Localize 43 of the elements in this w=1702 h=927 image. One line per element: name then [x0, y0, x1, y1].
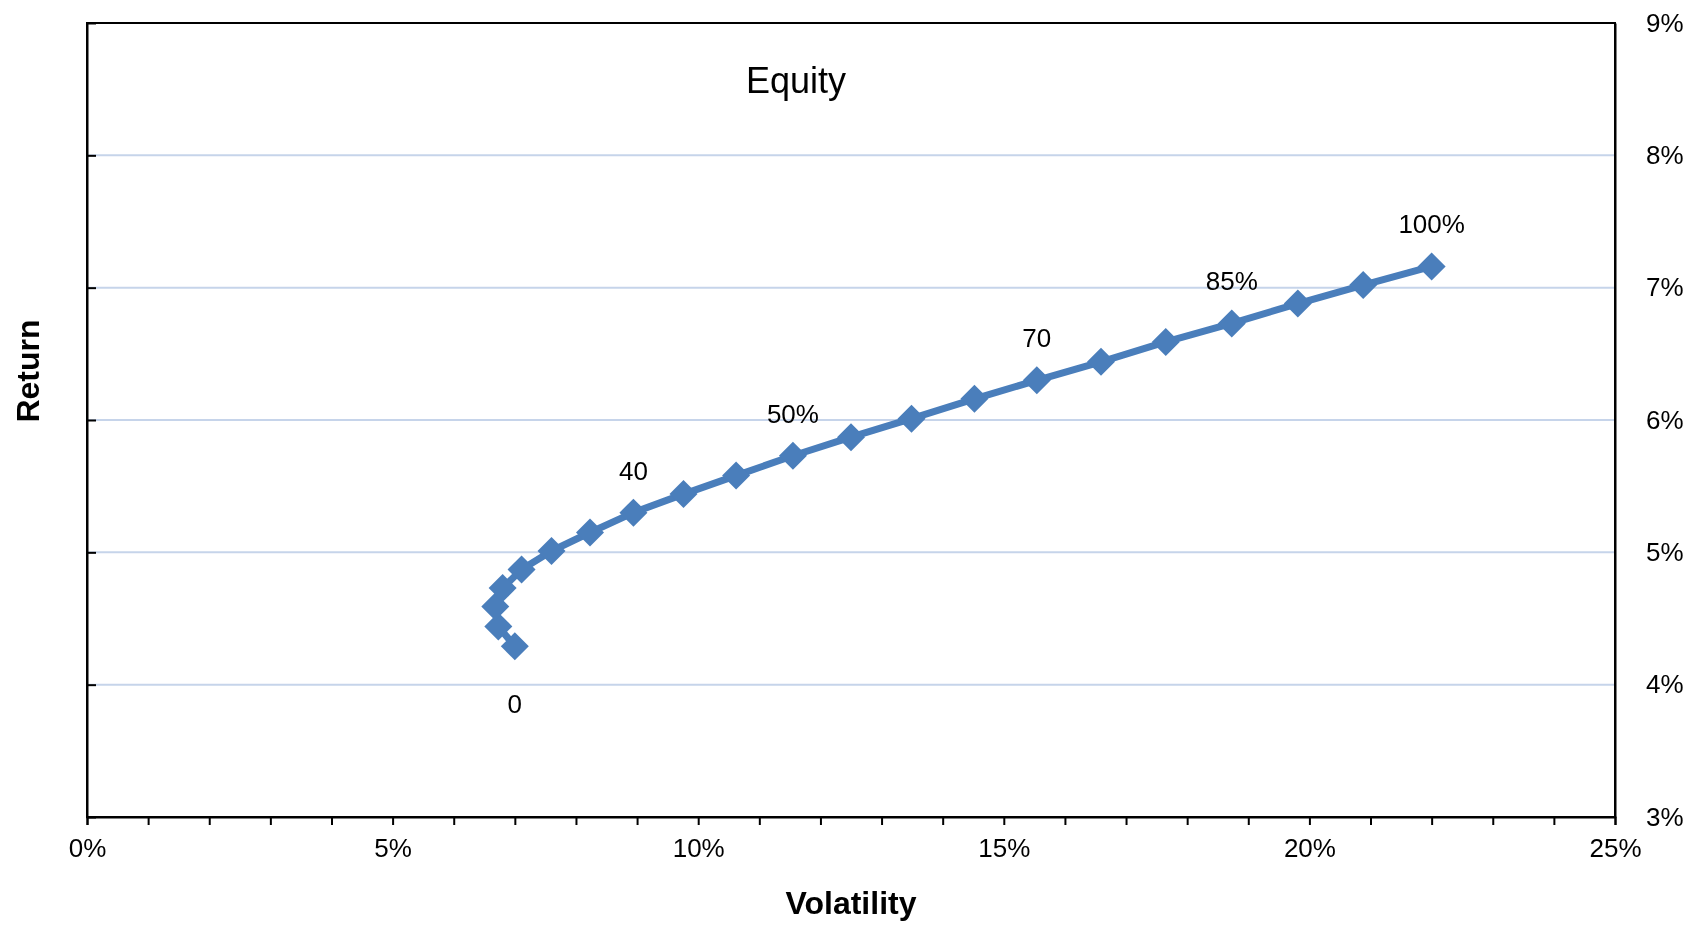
point [1022, 366, 1051, 395]
annotation: 70 [1022, 323, 1052, 354]
y-axis-title: Return [10, 319, 46, 423]
point [500, 632, 529, 661]
y-tick-label: 4% [1646, 669, 1684, 700]
point [1283, 289, 1312, 318]
point [722, 461, 751, 490]
point [481, 592, 510, 621]
x-axis-title: Volatility [785, 885, 917, 921]
y-tick-label: 3% [1646, 801, 1684, 832]
y-tick-label: 6% [1646, 404, 1684, 435]
x-tick-label: 20% [1283, 833, 1336, 864]
point [1349, 271, 1378, 300]
y-tick-label: 5% [1646, 537, 1684, 568]
x-tick-label: 10% [672, 833, 725, 864]
point [1217, 309, 1246, 338]
text: Equity [745, 59, 847, 101]
point [1151, 327, 1180, 356]
y-tick-label: 8% [1646, 140, 1684, 171]
point [619, 498, 648, 527]
point [1417, 252, 1446, 281]
x-tick-label: 0% [68, 833, 107, 864]
y-tick-label: 7% [1646, 272, 1684, 303]
annotation: 100% [1398, 209, 1465, 240]
annotation: 0 [507, 689, 523, 720]
x-tick-label: 5% [374, 833, 412, 864]
point [897, 404, 926, 433]
point [507, 555, 536, 584]
point [537, 537, 566, 566]
point [488, 574, 517, 603]
annotation: 50% [766, 398, 819, 429]
point [778, 441, 807, 470]
point [960, 384, 989, 413]
point [837, 423, 865, 452]
x-tick-label: 15% [978, 833, 1031, 864]
point [484, 612, 513, 641]
point [669, 480, 698, 509]
point [576, 518, 605, 547]
point [1086, 347, 1115, 376]
x-tick-label: 25% [1589, 833, 1642, 864]
annotation: 40 [618, 455, 648, 486]
y-tick-label: 9% [1646, 7, 1684, 38]
annotation: 85% [1205, 266, 1258, 297]
